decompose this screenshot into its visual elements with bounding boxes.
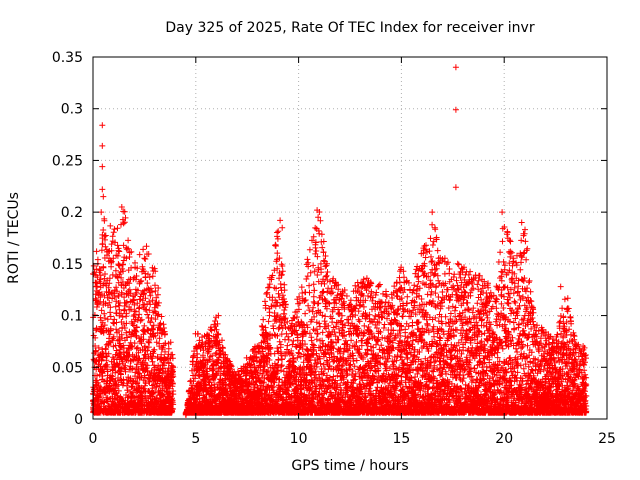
- x-tick-label: 5: [191, 431, 200, 447]
- chart-title: Day 325 of 2025, Rate Of TEC Index for r…: [165, 20, 534, 36]
- plot-frame: [92, 56, 608, 420]
- y-tick-label: 0.1: [61, 309, 83, 325]
- y-tick-label: 0.15: [52, 257, 83, 273]
- x-tick-label: 20: [495, 431, 513, 447]
- x-tick-label: 25: [598, 431, 616, 447]
- x-tick-label: 15: [392, 431, 410, 447]
- x-tick-label: 0: [89, 431, 98, 447]
- axis-ticks: 0 0.05 0.1 0.15 0.2 0.25 0.3 0.35 0 5 10 15 20 25: [52, 50, 616, 447]
- x-tick-label: 10: [290, 431, 308, 447]
- y-tick-label: 0.25: [52, 153, 83, 169]
- y-tick-label: 0.3: [61, 102, 83, 118]
- y-axis-label: ROTI / TECUs: [6, 192, 22, 284]
- y-tick-label: 0.2: [61, 205, 83, 221]
- scatter-markers: [90, 64, 590, 418]
- data-points: [90, 64, 590, 418]
- y-tick-label: 0.05: [52, 360, 83, 376]
- x-axis-label: GPS time / hours: [291, 458, 408, 474]
- y-tick-label: 0: [74, 412, 83, 428]
- y-tick-label: 0.35: [52, 50, 83, 66]
